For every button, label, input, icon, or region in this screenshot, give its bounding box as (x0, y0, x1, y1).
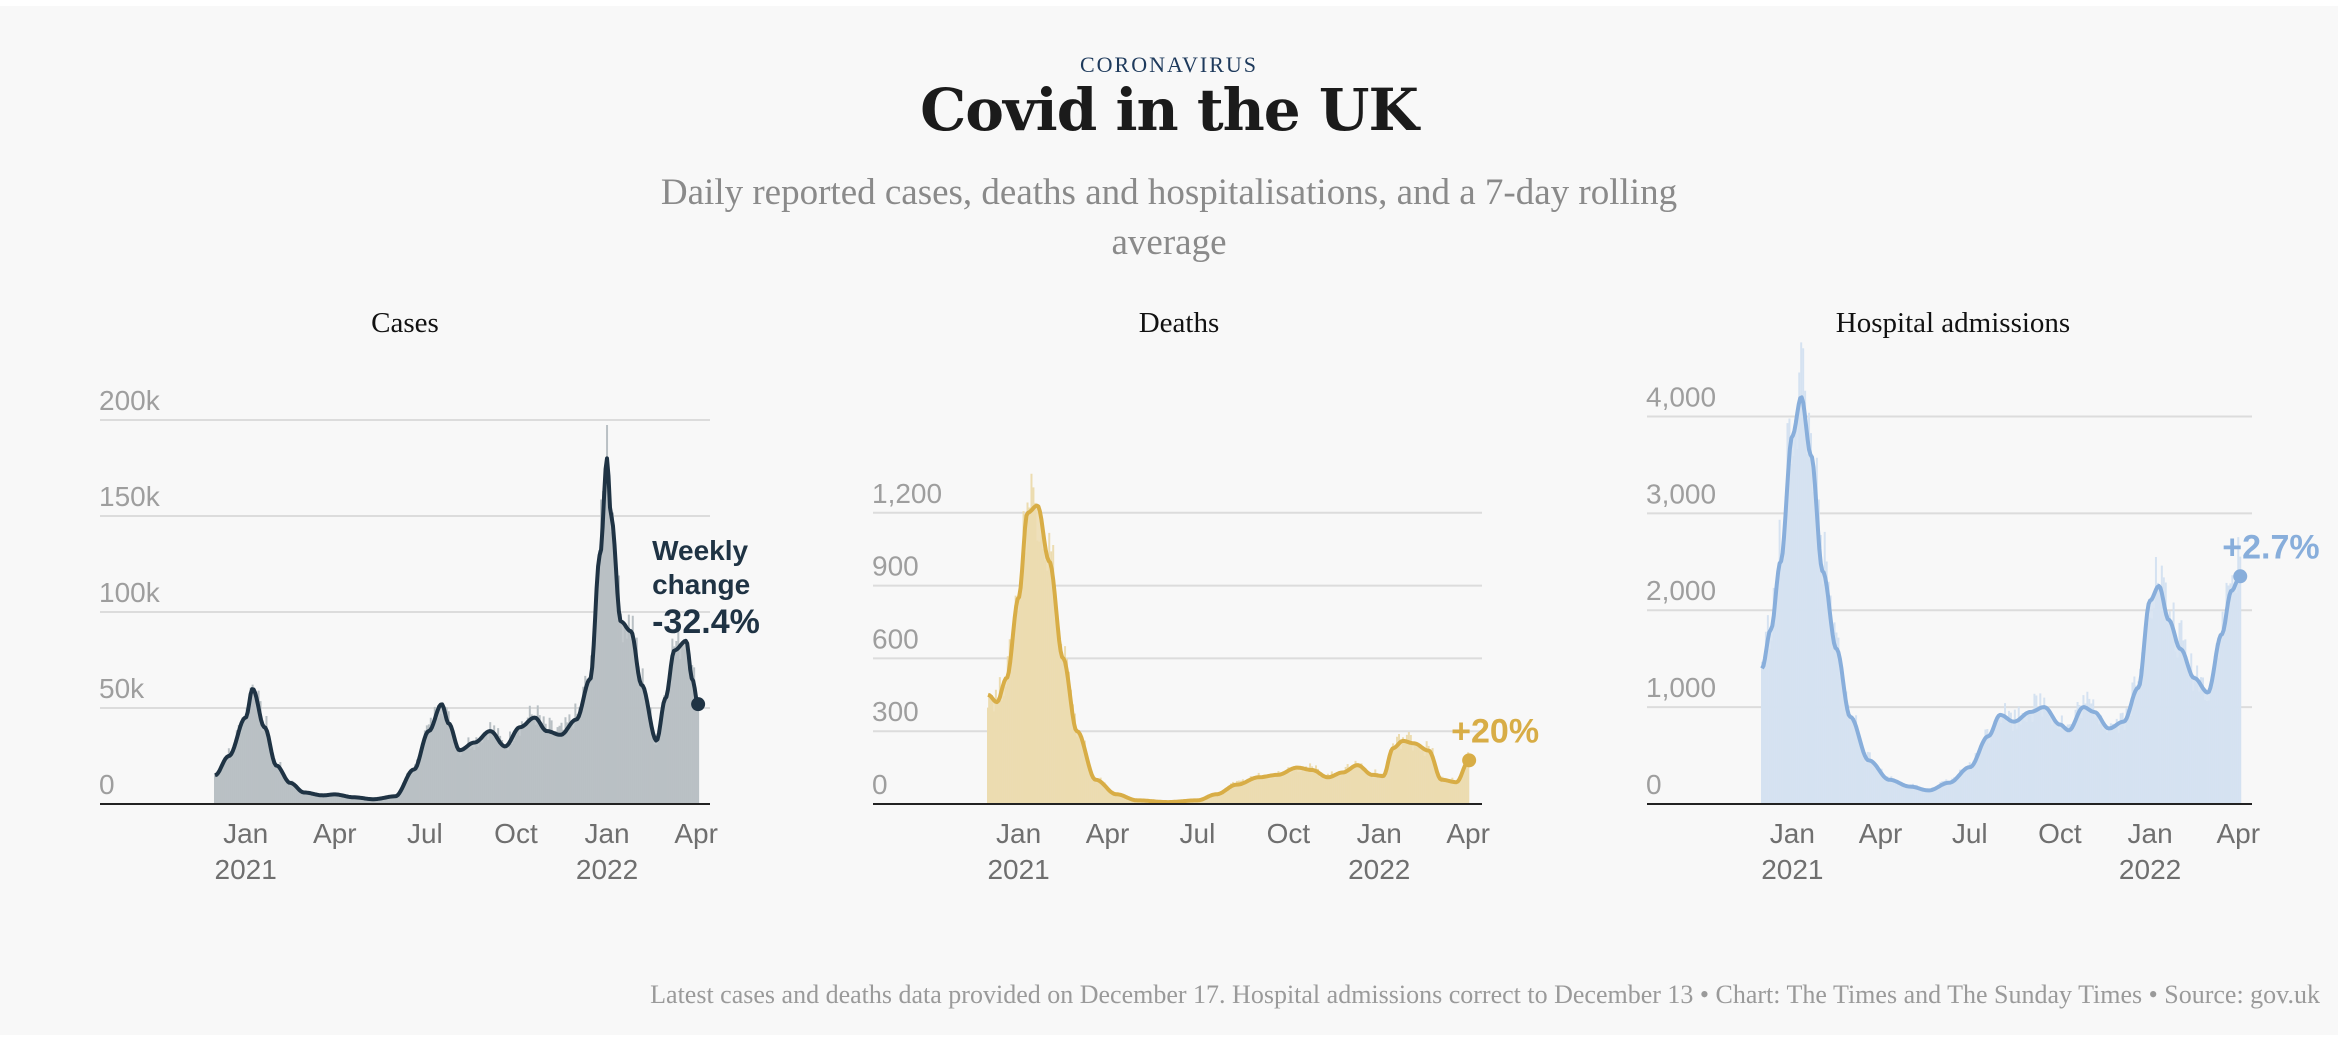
x-tick-label: Jul (1180, 818, 1216, 849)
series-area (215, 458, 699, 804)
x-tick-label: Jul (407, 818, 443, 849)
x-tick-label: Apr (1446, 818, 1490, 849)
series-area (1762, 397, 2241, 804)
x-tick-label: Jul (1952, 818, 1988, 849)
annotation-label: change (652, 569, 750, 600)
y-tick-label: 2,000 (1646, 575, 1716, 606)
x-tick-label: Apr (674, 818, 718, 849)
x-tick-year: 2021 (1761, 854, 1823, 885)
x-tick-label: Jan (1357, 818, 1402, 849)
x-tick-label: Jan (1770, 818, 1815, 849)
series-line (214, 456, 700, 802)
x-tick-year: 2021 (215, 854, 277, 885)
annotation-label: Weekly (652, 535, 748, 566)
annotation-value: +20% (1451, 712, 1539, 750)
end-point (691, 697, 706, 712)
y-tick-label: 3,000 (1646, 478, 1716, 509)
x-tick-label: Oct (2038, 818, 2082, 849)
page-title: Covid in the UK (920, 76, 1419, 144)
chart-title-1: Deaths (1139, 307, 1220, 339)
annotation-value: -32.4% (652, 603, 760, 641)
chart-title-2: Hospital admissions (1836, 307, 2070, 339)
x-tick-year: 2021 (987, 854, 1049, 885)
y-tick-label: 0 (872, 769, 888, 800)
y-tick-label: 1,200 (872, 478, 942, 509)
end-point (2233, 569, 2248, 584)
x-tick-label: Jan (2128, 818, 2173, 849)
y-tick-label: 100k (99, 577, 161, 608)
y-tick-label: 150k (99, 481, 161, 512)
chart-panel (0, 6, 2338, 1035)
x-tick-label: Jan (996, 818, 1041, 849)
y-tick-label: 4,000 (1646, 381, 1716, 412)
x-tick-label: Oct (1267, 818, 1311, 849)
x-tick-label: Apr (313, 818, 357, 849)
y-tick-label: 0 (1646, 769, 1662, 800)
x-tick-label: Apr (1859, 818, 1903, 849)
x-tick-label: Oct (494, 818, 538, 849)
x-tick-year: 2022 (1348, 854, 1410, 885)
x-tick-label: Apr (2216, 818, 2260, 849)
x-tick-year: 2022 (2119, 854, 2181, 885)
y-tick-label: 900 (872, 551, 919, 582)
y-tick-label: 300 (872, 696, 919, 727)
x-tick-year: 2022 (576, 854, 638, 885)
footer-note: Latest cases and deaths data provided on… (650, 980, 2320, 1009)
x-tick-label: Jan (584, 818, 629, 849)
series-area (988, 505, 1470, 804)
chart-title-0: Cases (371, 307, 439, 339)
series-line (1760, 395, 2242, 793)
kicker: CORONAVIRUS (1079, 52, 1259, 77)
end-point (1462, 753, 1477, 768)
y-tick-label: 1,000 (1646, 672, 1716, 703)
x-tick-label: Jan (223, 818, 268, 849)
y-tick-label: 50k (99, 673, 145, 704)
y-tick-label: 200k (99, 385, 161, 416)
annotation-value: +2.7% (2222, 528, 2319, 566)
subtitle: Daily reported cases, deaths and hospita… (660, 172, 1678, 263)
y-tick-label: 0 (99, 769, 115, 800)
series-line (987, 503, 1471, 805)
y-tick-label: 600 (872, 623, 919, 654)
x-tick-label: Apr (1086, 818, 1130, 849)
